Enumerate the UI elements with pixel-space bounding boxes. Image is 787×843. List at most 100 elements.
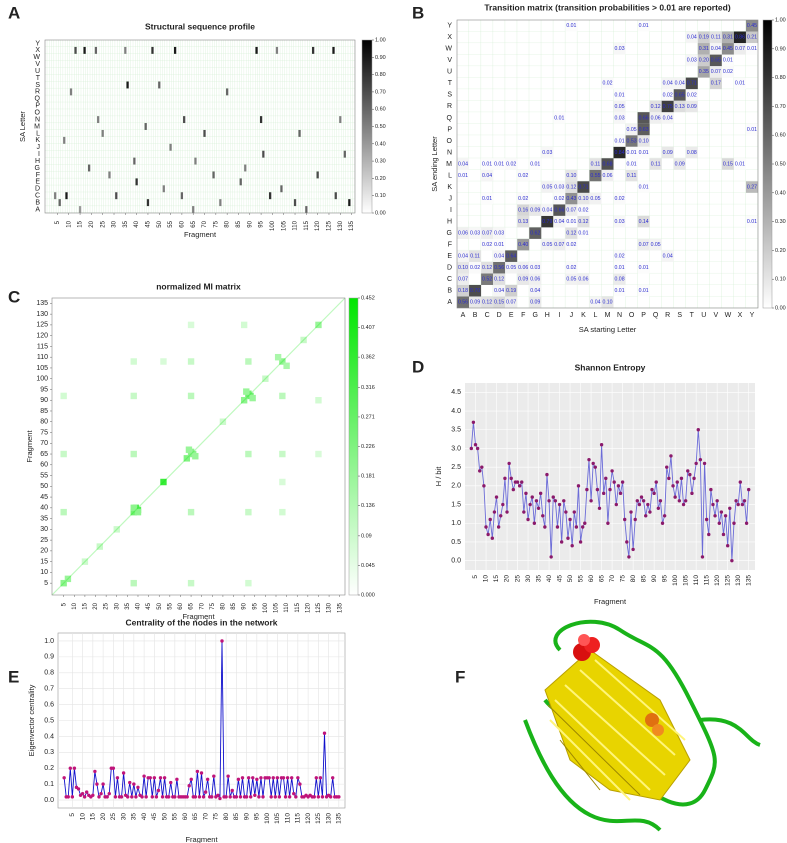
data-point	[534, 499, 539, 503]
cell-label: 0.40	[518, 242, 528, 248]
x-tick-label: 50	[157, 602, 163, 609]
heat-cell	[685, 77, 698, 90]
data-point	[736, 502, 740, 507]
heat-cell	[661, 146, 674, 159]
heat-cell	[613, 284, 626, 297]
heat-cell	[243, 388, 250, 395]
cell-label: 0.79	[542, 219, 552, 225]
cell-label: 0.04	[711, 46, 721, 52]
cell-label: 0.01	[639, 265, 649, 271]
data-point	[210, 795, 214, 799]
heat-cell	[469, 284, 482, 297]
heat-cell	[293, 199, 297, 207]
x-tick-label: 65	[192, 813, 199, 821]
cell-label: 0.12	[566, 184, 576, 190]
data-point	[740, 502, 745, 507]
data-point	[532, 521, 537, 525]
x-tick-label: 45	[151, 813, 158, 821]
cell-label: 0.01	[639, 184, 649, 190]
heat-cell	[553, 215, 566, 228]
heat-cell	[529, 227, 542, 239]
cell-label: 0.04	[458, 161, 468, 167]
colorbar-tick-label: 0.20	[375, 176, 386, 182]
heat-cell	[637, 135, 650, 147]
x-tick-label: 120	[305, 602, 311, 613]
y-tick-label: 20	[40, 548, 48, 555]
data-point	[236, 777, 241, 782]
cell-label: 0.45	[723, 46, 733, 52]
heat-cell	[685, 31, 698, 44]
x-tick-label: 40	[134, 220, 140, 227]
colorbar-tick-label: 0.452	[361, 295, 375, 301]
x-tick-label: 95	[259, 220, 265, 227]
data-point	[677, 499, 682, 503]
x-tick-label: 125	[315, 813, 322, 824]
y-tick-label: H	[447, 218, 452, 225]
heat-cell	[146, 199, 150, 207]
x-tick-label: 90	[651, 575, 658, 583]
heat-cell	[160, 358, 167, 365]
y-tick-label: C	[447, 276, 452, 283]
cell-label: 0.01	[639, 150, 649, 156]
cell-grid	[45, 40, 355, 213]
heat-cell	[226, 88, 229, 96]
y-tick-label: 10	[40, 569, 48, 576]
data-point	[240, 776, 245, 780]
x-tick-label: 130	[325, 813, 332, 824]
data-point	[711, 502, 715, 507]
heat-cell	[745, 123, 758, 136]
x-tick-label: 120	[714, 575, 721, 586]
x-tick-label: 70	[199, 602, 205, 609]
heat-cell	[481, 261, 494, 274]
heat-cell	[589, 296, 602, 308]
heat-cell	[565, 238, 578, 251]
data-point	[641, 499, 646, 503]
data-point	[257, 795, 261, 799]
data-point	[82, 795, 87, 799]
data-point	[298, 782, 302, 786]
cell-label: 0.75	[663, 104, 673, 110]
colorbar-tick-label: 0.045	[361, 563, 375, 569]
x-tick-label: 25	[100, 220, 106, 227]
x-tick-label: 20	[504, 575, 511, 583]
heat-cell	[469, 261, 482, 274]
x-tick-label: O	[629, 312, 635, 319]
data-point	[331, 776, 335, 780]
heat-cell	[493, 296, 506, 308]
y-tick-label: 2.0	[451, 483, 461, 490]
y-tick-label: C	[35, 193, 40, 200]
cell-label: 0.05	[627, 127, 637, 133]
x-tick-label: 10	[72, 602, 78, 609]
cell-label: 0.02	[687, 92, 697, 98]
heat-cell	[130, 579, 137, 587]
cell-label: 0.04	[663, 81, 673, 87]
heat-cell	[240, 321, 248, 329]
cell-label: 0.01	[614, 265, 624, 271]
data-point	[570, 543, 574, 548]
x-tick-label: 30	[525, 575, 532, 583]
y-tick-label: 40	[40, 505, 48, 512]
data-point	[261, 795, 265, 799]
heat-cell	[673, 100, 686, 113]
colorbar-tick-label: 0.20	[775, 248, 786, 254]
x-tick-label: 45	[146, 602, 152, 609]
heat-cell	[541, 204, 554, 216]
x-tick-label: 125	[724, 575, 731, 586]
heat-cell	[130, 504, 137, 512]
heat-cell	[565, 20, 578, 32]
heat-cell	[637, 146, 650, 159]
x-tick-label: 5	[472, 575, 479, 579]
heat-cell	[589, 192, 602, 205]
cell-label: 0.53	[627, 138, 637, 144]
x-tick-label: 10	[79, 813, 86, 821]
heat-cell	[283, 362, 290, 370]
heat-cell	[262, 150, 265, 158]
cell-label: 0.09	[687, 104, 697, 110]
y-tick-label: O	[35, 110, 41, 117]
heat-cell	[158, 81, 161, 89]
heat-cell	[115, 192, 118, 200]
heat-cell	[183, 455, 191, 462]
x-tick-label: 25	[104, 602, 110, 609]
colorbar-tick-label: 0.09	[361, 533, 372, 539]
heat-cell	[481, 273, 494, 285]
